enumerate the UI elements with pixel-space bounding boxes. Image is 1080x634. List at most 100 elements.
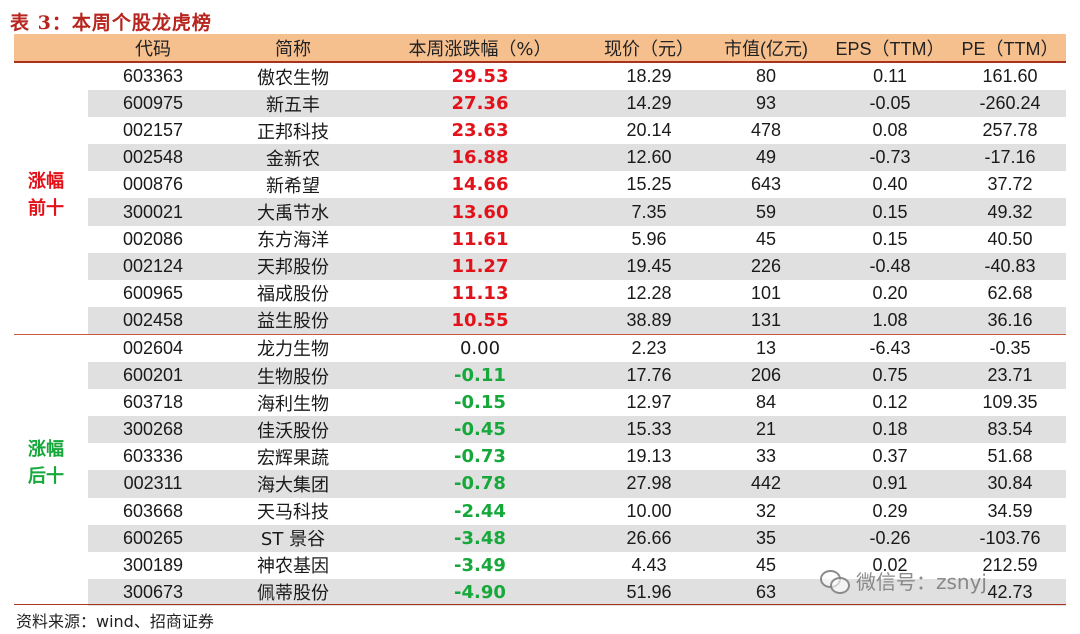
- cell-pe: -0.35: [989, 337, 1031, 358]
- cell-eps: -0.73: [869, 147, 911, 168]
- cell-price: 5.96: [631, 228, 667, 249]
- cell-market-cap: 442: [750, 473, 782, 494]
- table-row: 600265 ST 景谷 -3.48 26.66 35 -0.26 -103.76: [14, 524, 1066, 552]
- cell-pe: 109.35: [982, 392, 1038, 413]
- cell-price: 19.45: [626, 255, 672, 276]
- cell-change: -3.48: [454, 527, 506, 549]
- cell-name: 神农基因: [257, 556, 329, 578]
- cell-price: 2.23: [631, 337, 667, 358]
- row-spacer: [14, 280, 88, 307]
- table-row: 300189 神农基因 -3.49 4.43 45 0.02 212.59: [14, 552, 1066, 579]
- cell-name: 海利生物: [257, 393, 329, 415]
- cell-eps: 0.12: [872, 392, 908, 413]
- cell-change: 27.36: [451, 93, 509, 115]
- cell-market-cap: 21: [755, 419, 777, 440]
- cell-code: 002086: [122, 228, 184, 249]
- cell-code: 002157: [122, 120, 184, 141]
- cell-name: ST 景谷: [260, 529, 326, 551]
- cell-name: 大禹节水: [257, 203, 329, 225]
- cell-pe: 23.71: [987, 365, 1033, 386]
- cell-name: 新五丰: [266, 94, 320, 116]
- cell-pe: -103.76: [979, 527, 1041, 548]
- table-row: 600965 福成股份 11.13 12.28 101 0.20 62.68: [14, 280, 1066, 307]
- cell-code: 600201: [122, 365, 184, 386]
- cell-name: 佳沃股份: [257, 420, 329, 442]
- cell-pe: -260.24: [979, 93, 1041, 114]
- cell-change: 16.88: [451, 147, 509, 169]
- cell-market-cap: 131: [750, 309, 782, 330]
- cell-code: 300189: [122, 554, 184, 575]
- cell-name: 金新农: [266, 148, 320, 170]
- cell-change: -0.11: [454, 365, 506, 387]
- cell-change: -3.49: [454, 554, 506, 576]
- cell-pe: 40.50: [987, 228, 1033, 249]
- cell-change: -2.44: [454, 500, 506, 522]
- cell-eps: -0.05: [869, 93, 911, 114]
- cell-price: 10.00: [626, 500, 672, 521]
- cell-market-cap: 13: [755, 337, 777, 358]
- cell-pe: 37.72: [987, 174, 1033, 195]
- cell-market-cap: 478: [750, 120, 782, 141]
- row-spacer: [14, 525, 88, 552]
- cell-market-cap: 32: [755, 500, 777, 521]
- cell-price: 19.13: [626, 446, 672, 467]
- row-spacer: [14, 226, 88, 253]
- cell-eps: 0.29: [872, 500, 908, 521]
- cell-change: 10.55: [451, 309, 509, 331]
- cell-change: -0.73: [454, 446, 506, 468]
- row-spacer: [14, 362, 88, 389]
- cell-eps: 0.75: [872, 365, 908, 386]
- table-row: 603718 海利生物 -0.15 12.97 84 0.12 109.35: [14, 389, 1066, 416]
- row-spacer: [14, 389, 88, 416]
- row-spacer: [14, 253, 88, 280]
- cell-price: 15.33: [626, 419, 672, 440]
- row-spacer: [14, 63, 88, 90]
- table-row: 002157 正邦科技 23.63 20.14 478 0.08 257.78: [14, 117, 1066, 144]
- cell-price: 14.29: [626, 93, 672, 114]
- cell-market-cap: 80: [755, 66, 777, 87]
- cell-change: -4.90: [454, 581, 506, 603]
- table-body: 603363 傲农生物 29.53 18.29 80 0.11 161.60 600975 新五…: [14, 63, 1066, 606]
- cell-name: 东方海洋: [257, 230, 329, 252]
- cell-code: 603718: [122, 392, 184, 413]
- cell-eps: 0.20: [872, 282, 908, 303]
- watermark-text: 微信号：zsnyj: [856, 570, 987, 594]
- table-row: 300268 佳沃股份 -0.45 15.33 21 0.18 83.54: [14, 416, 1066, 444]
- cell-code: 002548: [122, 147, 184, 168]
- group-label-top-text: 涨幅前十: [28, 171, 64, 219]
- cell-eps: -6.43: [869, 337, 911, 358]
- table-row: 600975 新五丰 27.36 14.29 93 -0.05 -260.24: [14, 90, 1066, 118]
- row-spacer: [14, 117, 88, 144]
- cell-code: 600265: [122, 527, 184, 548]
- group-label-bottom-ten: 涨幅后十: [14, 436, 78, 490]
- cell-eps: 1.08: [872, 309, 908, 330]
- cell-price: 27.98: [626, 473, 672, 494]
- cell-eps: -0.48: [869, 255, 911, 276]
- group-separator: [14, 333, 1066, 335]
- cell-change: -0.15: [454, 392, 506, 414]
- table-row: 600201 生物股份 -0.11 17.76 206 0.75 23.71: [14, 362, 1066, 390]
- cell-market-cap: 101: [750, 282, 782, 303]
- cell-pe: 30.84: [987, 473, 1033, 494]
- cell-pe: 42.73: [987, 581, 1033, 602]
- cell-eps: 0.11: [873, 66, 907, 87]
- table-row: 002124 天邦股份 11.27 19.45 226 -0.48 -40.83: [14, 252, 1066, 280]
- cell-name: 天马科技: [257, 502, 329, 524]
- row-spacer: [14, 307, 88, 334]
- cell-pe: 161.60: [982, 66, 1038, 87]
- cell-pe: 257.78: [982, 120, 1038, 141]
- header-name: 简称: [275, 38, 311, 60]
- cell-code: 600965: [122, 282, 184, 303]
- footer-rule: [14, 604, 1066, 605]
- table-row: 000876 新希望 14.66 15.25 643 0.40 37.72: [14, 171, 1066, 198]
- cell-pe: 62.68: [987, 282, 1033, 303]
- cell-code: 000876: [122, 174, 184, 195]
- wechat-icon: [820, 568, 850, 594]
- cell-code: 603336: [122, 446, 184, 467]
- cell-market-cap: 93: [755, 93, 777, 114]
- cell-code: 603668: [122, 500, 184, 521]
- cell-pe: 49.32: [987, 201, 1033, 222]
- cell-market-cap: 33: [755, 446, 777, 467]
- cell-change: 13.60: [451, 201, 509, 223]
- cell-pe: 51.68: [987, 446, 1033, 467]
